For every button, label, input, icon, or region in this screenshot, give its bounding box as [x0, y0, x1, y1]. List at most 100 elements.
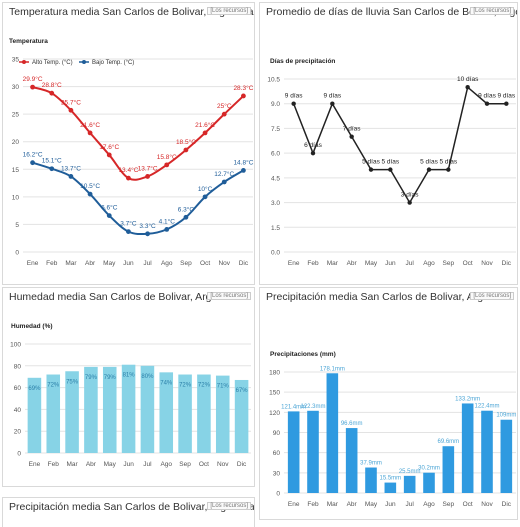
bar: [345, 428, 358, 493]
x-tick-label: May: [365, 260, 378, 267]
bar: [287, 411, 300, 493]
rain-days-source-link[interactable]: [Los recursos]: [470, 7, 514, 15]
y-tick-label: 10.5: [267, 77, 280, 84]
data-point: [504, 101, 509, 106]
x-tick-label: Jun: [385, 260, 396, 267]
bar: [461, 403, 474, 493]
x-tick-label: Abr: [85, 260, 96, 267]
data-point: [126, 229, 131, 234]
precipitation-chart: 0 30 60 90 120 150 180 Ene Feb Mar Abr May Jun Jul Ago…: [269, 351, 516, 508]
y-tick-label: 120: [269, 410, 280, 417]
bar: [442, 446, 455, 493]
data-label: 15.5mm: [379, 476, 401, 482]
data-label: 133.2mm: [455, 396, 480, 402]
data-label: 72%: [198, 383, 211, 389]
x-tick-label: Ago: [161, 260, 173, 267]
y-tick-label: 30: [12, 84, 20, 91]
data-point: [368, 167, 374, 172]
bar: [46, 374, 61, 453]
legend-label: Alto Temp. (°C): [32, 60, 73, 66]
data-point: [106, 213, 112, 219]
humidity-chart: 0 20 40 60 80 100 Ene Feb Mar Abr May Jun Jul Ago Sep O…: [10, 323, 251, 468]
data-point: [407, 200, 412, 205]
data-point: [49, 166, 55, 172]
data-point: [388, 167, 393, 172]
data-label: 25.5mm: [399, 469, 421, 475]
y-tick-label: 30: [273, 470, 281, 477]
x-tick-label: Abr: [86, 461, 97, 468]
x-tick-label: Oct: [200, 260, 210, 267]
data-point: [30, 84, 35, 90]
data-point: [145, 174, 150, 179]
data-point: [106, 152, 112, 158]
data-point: [426, 167, 432, 172]
legend-label: Bajo Temp. (°C): [92, 60, 134, 66]
data-point: [310, 150, 316, 156]
y-tick-label: 0.0: [271, 250, 280, 257]
x-tick-label: Sep: [443, 260, 455, 267]
x-tick-label: May: [103, 260, 116, 267]
data-point: [291, 101, 296, 106]
x-tick-label: Oct: [199, 461, 209, 468]
humidity-source-link[interactable]: [Los recursos]: [207, 292, 251, 300]
legend-marker: [22, 60, 26, 64]
data-label: 5 días: [381, 159, 399, 166]
data-point: [183, 214, 189, 220]
x-tick-label: Nov: [481, 260, 493, 267]
x-tick-label: Mar: [65, 260, 77, 267]
y-tick-label: 40: [14, 407, 22, 414]
x-tick-label: Sep: [179, 461, 191, 468]
data-label: 6 días: [304, 142, 322, 149]
data-label: 67%: [236, 388, 249, 394]
data-point: [126, 175, 131, 181]
data-label: 21.6°C: [80, 121, 100, 129]
data-label: 81%: [123, 373, 136, 379]
data-label: 74%: [160, 380, 173, 386]
bar: [500, 419, 513, 493]
data-label: 13.4°C: [118, 166, 138, 174]
cut-off-panel-title: Precipitación media San Carlos de Boliva…: [9, 501, 255, 513]
bar: [65, 371, 79, 453]
data-point: [484, 101, 490, 106]
bar: [365, 467, 377, 493]
bar: [102, 366, 117, 453]
chart-title: Temperatura: [9, 38, 48, 45]
temperature-source-link[interactable]: [Los recursos]: [207, 7, 251, 15]
data-label: 13.7°C: [61, 164, 81, 172]
bar: [178, 374, 192, 453]
bar: [403, 475, 416, 493]
x-tick-label: Ene: [29, 461, 41, 468]
data-label: 25°C: [217, 102, 232, 110]
data-point: [87, 130, 93, 136]
y-tick-label: 6.0: [271, 151, 280, 158]
x-tick-label: Sep: [443, 501, 455, 508]
x-tick-label: Ene: [27, 260, 39, 267]
data-label: 121.4mm: [281, 404, 306, 410]
bar: [307, 410, 319, 493]
x-tick-label: Feb: [48, 461, 60, 468]
bar: [140, 365, 155, 453]
x-tick-label: Jul: [406, 501, 415, 508]
data-label: 80%: [141, 374, 154, 380]
data-label: 25.7°C: [61, 98, 81, 106]
x-tick-label: Abr: [347, 260, 358, 267]
data-label: 69.6mm: [437, 439, 459, 445]
y-tick-label: 90: [273, 430, 281, 437]
cut-off-source-link[interactable]: [Los recursos]: [207, 502, 251, 510]
x-tick-label: Feb: [46, 260, 58, 267]
data-point: [221, 179, 227, 185]
x-tick-label: May: [104, 461, 117, 468]
x-tick-label: Jul: [143, 260, 152, 267]
data-label: 18.5°C: [176, 138, 196, 146]
data-label: 6.6°C: [101, 204, 118, 212]
precipitation-source-link[interactable]: [Los recursos]: [470, 292, 514, 300]
data-label: 9 días: [478, 93, 496, 100]
bar: [84, 366, 98, 453]
data-label: 96.6mm: [341, 421, 363, 427]
x-tick-label: Dic: [239, 260, 249, 267]
x-tick-label: Jul: [143, 461, 152, 468]
data-label: 10°C: [198, 185, 213, 193]
data-label: 5 días: [420, 159, 438, 166]
data-point: [446, 167, 451, 172]
rain-days-panel-title: Promedio de días de lluvia San Carlos de…: [266, 6, 518, 18]
